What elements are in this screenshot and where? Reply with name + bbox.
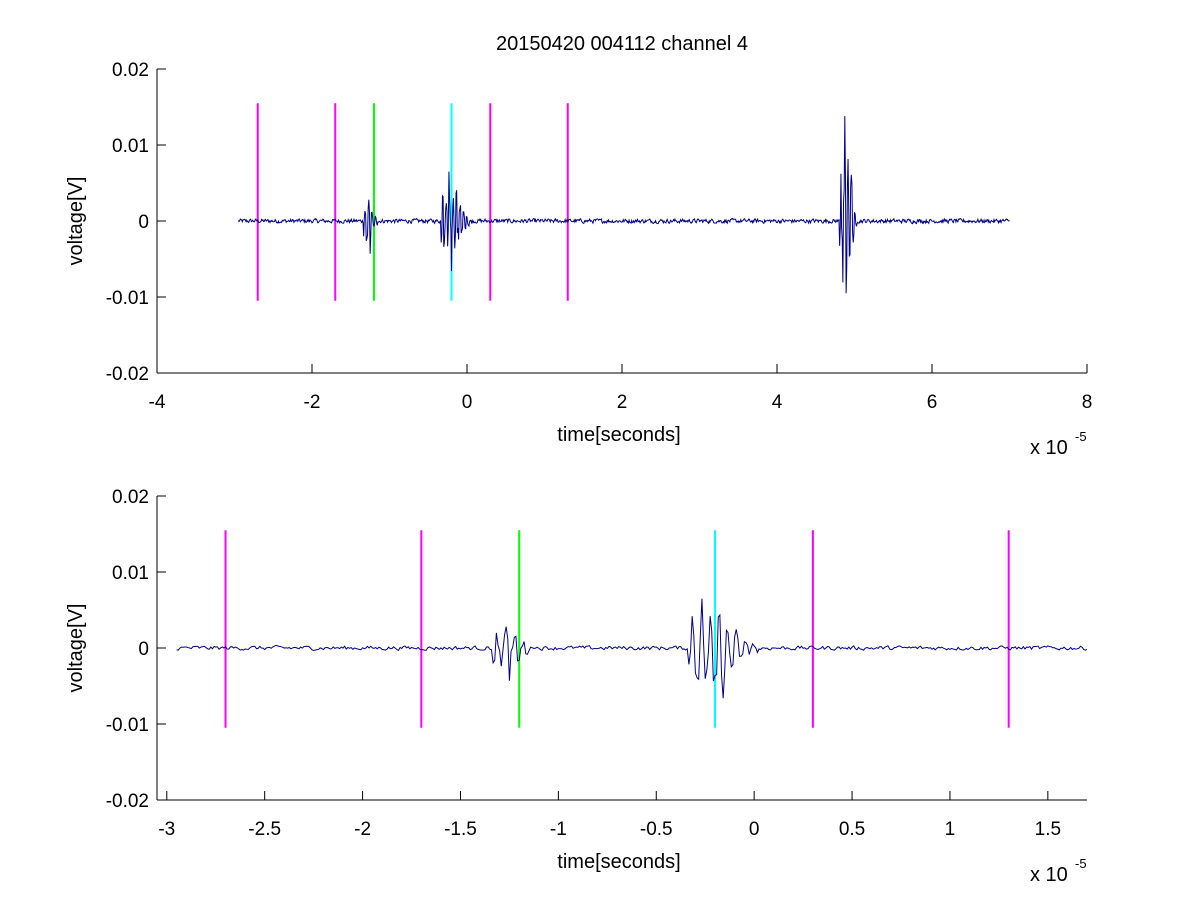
x-axis-label: time[seconds]	[557, 851, 680, 873]
x-tick-label: 1	[945, 819, 956, 840]
x-tick-label: -0.5	[640, 819, 673, 840]
x-tick-label: 0	[749, 819, 760, 840]
x-tick-label: -1	[550, 819, 567, 840]
bottom-plot: 0.02 0.01 0 -0.01 -0.02 -3 -2.5 -2 -1.5 -1 -0.5 0 0.…	[65, 487, 1087, 886]
y-tick-label: -0.02	[106, 364, 149, 385]
y-tick-label: 0	[138, 212, 149, 233]
y-tick-label: 0	[138, 639, 149, 660]
x-tick-label: -4	[149, 392, 166, 413]
x-tick-label: -2	[354, 819, 371, 840]
x-tick-label: 0	[462, 392, 473, 413]
x-axis-label: time[seconds]	[557, 424, 680, 446]
x-tick-label: 2	[617, 392, 628, 413]
x-tick-label: -3	[158, 819, 175, 840]
y-tick-label: 0.02	[112, 487, 149, 508]
y-tick-label: 0.02	[112, 60, 149, 81]
y-axis-label: voltage[V]	[65, 177, 87, 266]
y-tick-label: -0.01	[106, 288, 149, 309]
y-tick-label: -0.01	[106, 715, 149, 736]
x-exponent-superscript: -5	[1075, 856, 1087, 871]
signal-trace	[176, 598, 1087, 699]
y-tick-label: -0.02	[106, 791, 149, 812]
y-tick-label: 0.01	[112, 136, 149, 157]
figure-title: 20150420 004112 channel 4	[496, 33, 748, 55]
y-tick-label: 0.01	[112, 563, 149, 584]
x-tick-label: -2.5	[248, 819, 281, 840]
x-tick-label: 0.5	[839, 819, 865, 840]
x-tick-label: 6	[927, 392, 938, 413]
x-tick-label: 4	[772, 392, 783, 413]
x-tick-label: -1.5	[444, 819, 477, 840]
x-exponent-superscript: -5	[1075, 429, 1087, 444]
x-tick-label: -2	[304, 392, 321, 413]
x-exponent-label: x 10	[1030, 437, 1068, 459]
x-tick-label: 8	[1082, 392, 1093, 413]
signal-trace	[237, 116, 1010, 294]
x-exponent-label: x 10	[1030, 864, 1068, 886]
x-tick-label: 1.5	[1035, 819, 1061, 840]
y-axis-label: voltage[V]	[65, 604, 87, 693]
top-plot: 0.02 0.01 0 -0.01 -0.02-4 -2 0 2 4 6 8 time[seconds…	[65, 60, 1092, 459]
